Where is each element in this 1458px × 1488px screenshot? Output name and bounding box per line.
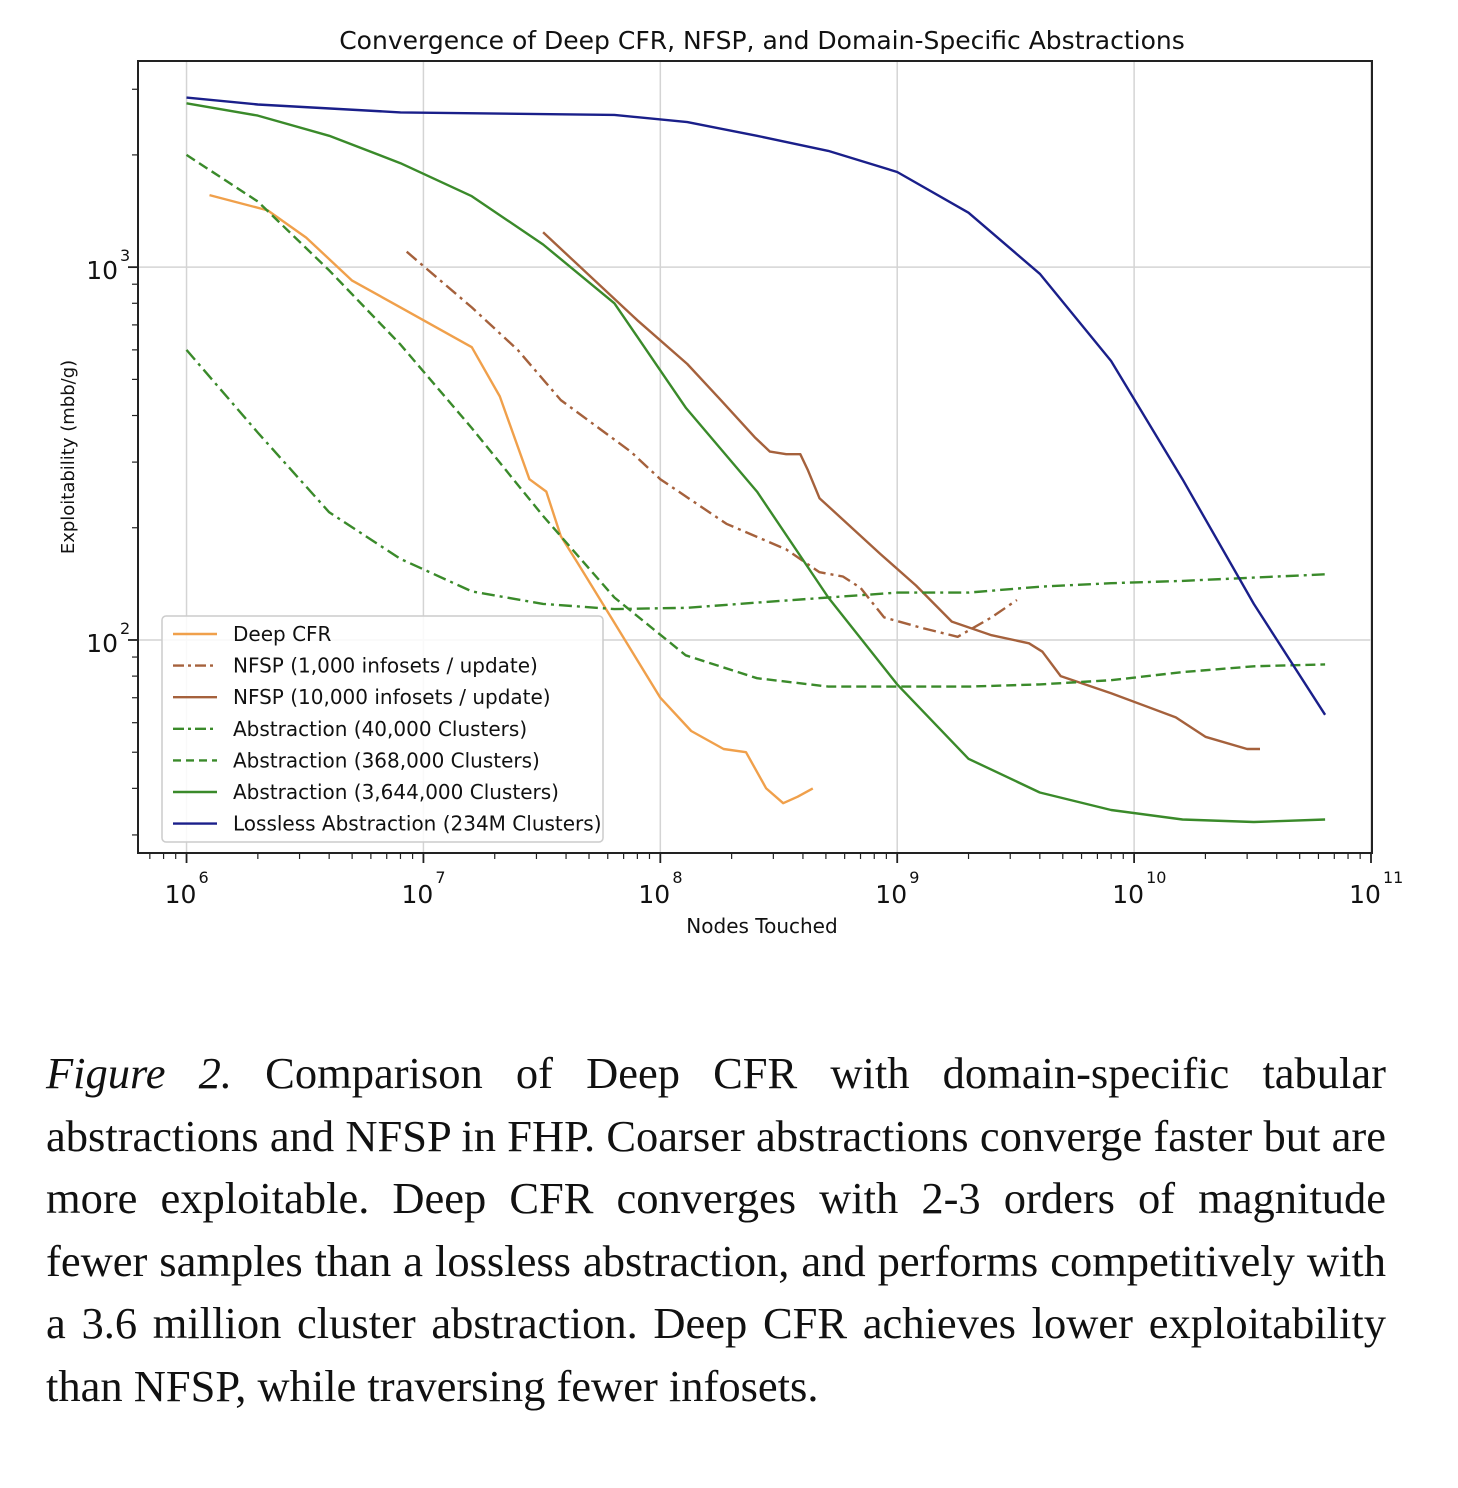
legend-label: NFSP (10,000 infosets / update) [233, 685, 551, 709]
legend-entry: Abstraction (3,644,000 Clusters) [173, 780, 559, 804]
figure-caption: Figure 2. Comparison of Deep CFR with do… [46, 1042, 1386, 1417]
x-tick-exponent: 7 [435, 868, 445, 887]
caption-label: Figure 2. [46, 1048, 232, 1098]
x-tick-base: 10 [1349, 880, 1381, 909]
x-tick-exponent: 9 [909, 868, 919, 887]
x-tick-label: 108 [638, 868, 682, 909]
x-tick-base: 10 [875, 880, 907, 909]
y-tick-base: 10 [86, 256, 118, 285]
x-tick-label: 106 [165, 868, 209, 909]
legend-label: Abstraction (40,000 Clusters) [233, 717, 527, 741]
series-line [186, 96, 1327, 716]
series-line [405, 250, 1018, 638]
chart: Convergence of Deep CFR, NFSP, and Domai… [58, 26, 1403, 938]
legend-entry: Lossless Abstraction (234M Clusters) [173, 812, 602, 836]
x-tick-exponent: 11 [1383, 868, 1403, 887]
x-tick-exponent: 10 [1146, 868, 1166, 887]
series-line [209, 193, 814, 805]
x-tick-exponent: 6 [199, 868, 209, 887]
x-axis-label: Nodes Touched [686, 914, 837, 938]
series-line [185, 349, 1326, 611]
plot-frame [137, 60, 1373, 854]
legend-entry: Deep CFR [173, 622, 332, 646]
series-lines [185, 96, 1327, 824]
x-tick-base: 10 [402, 880, 434, 909]
x-tick-base: 10 [165, 880, 197, 909]
series-line [185, 153, 1326, 688]
x-tick-label: 107 [402, 868, 446, 909]
legend-label: Abstraction (3,644,000 Clusters) [233, 780, 559, 804]
x-tick-base: 10 [1112, 880, 1144, 909]
legend-entry: Abstraction (40,000 Clusters) [173, 717, 527, 741]
x-tick-label: 109 [875, 868, 919, 909]
legend-label: Lossless Abstraction (234M Clusters) [233, 812, 602, 836]
legend-entry: Abstraction (368,000 Clusters) [173, 748, 540, 772]
x-tick-base: 10 [638, 880, 670, 909]
y-tick-label: 102 [86, 619, 130, 658]
y-tick-label: 103 [86, 246, 130, 285]
legend-entry: NFSP (10,000 infosets / update) [173, 685, 551, 709]
y-tick-exponent: 2 [120, 619, 130, 638]
legend-label: Deep CFR [233, 622, 332, 646]
series-line [186, 102, 1326, 824]
legend-frame [161, 615, 604, 843]
y-tick-exponent: 3 [120, 246, 130, 265]
caption-text: Comparison of Deep CFR with domain-speci… [46, 1048, 1386, 1411]
chart-title: Convergence of Deep CFR, NFSP, and Domai… [339, 26, 1185, 55]
legend-entry: NFSP (1,000 infosets / update) [173, 654, 538, 678]
legend-label: Abstraction (368,000 Clusters) [233, 748, 540, 772]
x-tick-exponent: 8 [672, 868, 682, 887]
legend-label: NFSP (1,000 infosets / update) [233, 654, 538, 678]
y-tick-base: 10 [86, 629, 118, 658]
legend: Deep CFR NFSP (1,000 infosets / update) NF… [161, 615, 604, 843]
y-axis-label: Exploitability (mbb/g) [58, 360, 79, 554]
series-line [542, 231, 1260, 751]
